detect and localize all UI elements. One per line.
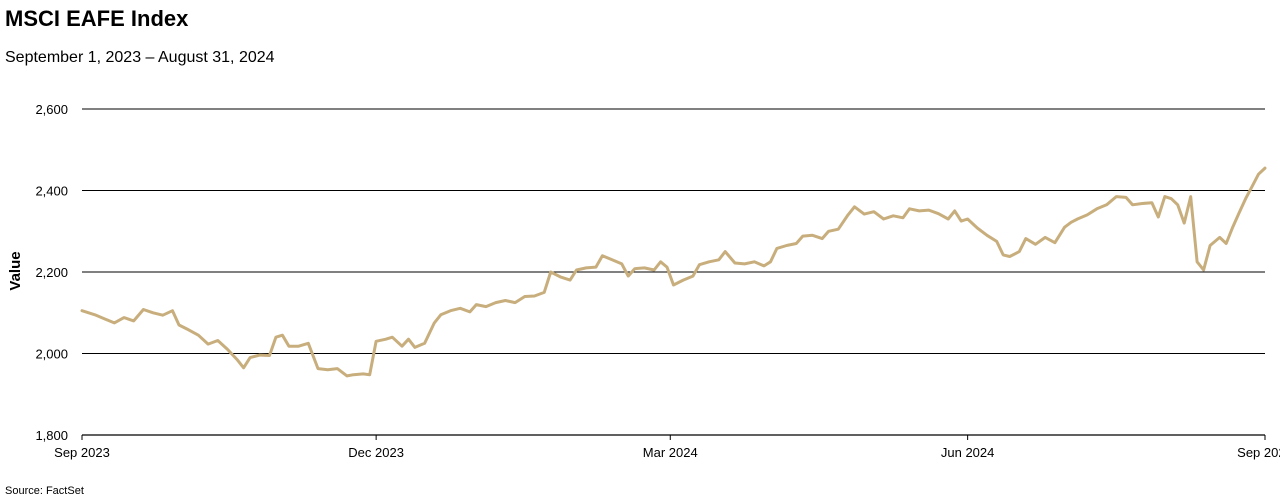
y-tick-labels: 1,800 2,000 2,200 2,400 2,600 (35, 102, 68, 443)
x-tick-label: Dec 2023 (348, 445, 404, 460)
x-tick-label: Sep 2023 (54, 445, 110, 460)
gridlines (82, 108, 1265, 436)
series-line (80, 166, 1267, 378)
x-axis (81, 435, 1266, 440)
y-tick-label: 2,400 (35, 184, 68, 199)
source-note: Source: FactSet (5, 485, 84, 497)
y-tick-label: 2,200 (35, 265, 68, 280)
x-tick-label: Mar 2024 (643, 445, 698, 460)
y-axis-label: Value (7, 251, 24, 290)
y-tick-label: 2,600 (35, 102, 68, 117)
y-tick-label: 1,800 (35, 428, 68, 443)
x-tick-labels: Sep 2023 Dec 2023 Mar 2024 Jun 2024 Sep 2024 (54, 445, 1280, 460)
x-tick-label: Sep 2024 (1237, 445, 1280, 460)
x-tick-label: Jun 2024 (941, 445, 995, 460)
chart-title: MSCI EAFE Index (5, 6, 189, 31)
y-tick-label: 2,000 (35, 347, 68, 362)
chart-subtitle: September 1, 2023 – August 31, 2024 (5, 49, 275, 66)
